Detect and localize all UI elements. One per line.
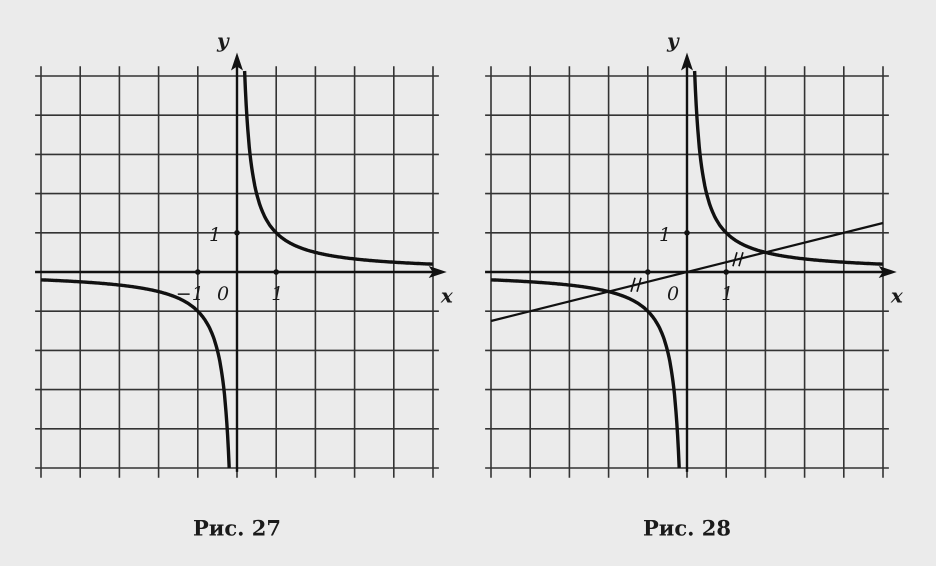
arrow (878, 266, 897, 278)
tick-label: 1 (271, 283, 283, 305)
arrow (428, 266, 447, 278)
axis-label: y (666, 29, 680, 53)
equal-mark (732, 252, 738, 267)
hyperbola-branch (490, 278, 681, 469)
caption: Рис. 28 (643, 516, 731, 541)
arrow (231, 52, 243, 71)
equal-mark (738, 252, 744, 267)
point (684, 230, 690, 236)
line-graph (490, 221, 884, 323)
figure: y x 1 0 1 Рис. 28 (485, 29, 904, 541)
tick-label: 1 (721, 283, 733, 305)
caption: Рис. 27 (193, 516, 281, 541)
point (273, 269, 280, 275)
hyperbola-branch (242, 70, 434, 266)
point (723, 269, 729, 275)
point (234, 230, 240, 236)
tick-label: 1 (659, 224, 671, 246)
arrow (681, 52, 693, 71)
axis-label: x (440, 284, 454, 308)
point (645, 269, 651, 275)
hyperbola-branch (692, 70, 884, 266)
figure: y x 1 −1 0 1 Рис. 27 (35, 29, 454, 541)
tick-label: 0 (217, 283, 229, 305)
axis-label: y (216, 29, 230, 53)
point (195, 269, 201, 275)
tick-label: −1 (176, 283, 204, 305)
axis-label: x (890, 284, 904, 308)
tick-label: 0 (667, 283, 679, 305)
equal-mark (630, 277, 636, 292)
equal-mark (636, 277, 642, 292)
tick-label: 1 (209, 224, 221, 246)
hyperbola-branch (40, 278, 231, 469)
